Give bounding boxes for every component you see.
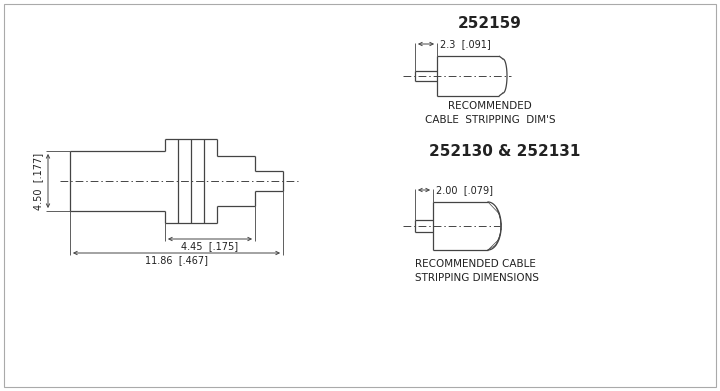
Text: 11.86  [.467]: 11.86 [.467] [145, 255, 208, 265]
Text: RECOMMENDED
CABLE  STRIPPING  DIM'S: RECOMMENDED CABLE STRIPPING DIM'S [425, 101, 555, 125]
Text: 4.45  [.175]: 4.45 [.175] [181, 241, 238, 251]
Text: 2.3  [.091]: 2.3 [.091] [440, 39, 491, 49]
Text: 252159: 252159 [458, 16, 522, 30]
Text: 252130 & 252131: 252130 & 252131 [429, 143, 581, 158]
Text: 2.00  [.079]: 2.00 [.079] [436, 185, 493, 195]
Text: 4.50  [.177]: 4.50 [.177] [33, 152, 43, 210]
Text: RECOMMENDED CABLE
STRIPPING DIMENSIONS: RECOMMENDED CABLE STRIPPING DIMENSIONS [415, 259, 539, 283]
